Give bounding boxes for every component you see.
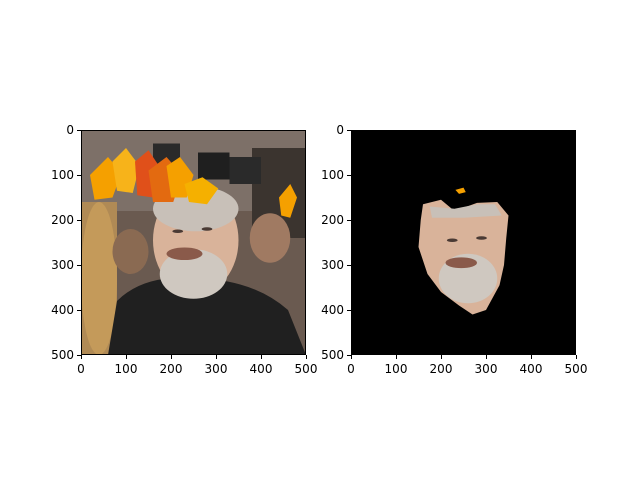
y-tick-label: 500 (51, 348, 74, 362)
x-tick-mark (260, 355, 262, 359)
y-tick-label: 200 (51, 213, 74, 227)
x-tick-mark (125, 355, 127, 359)
x-tick-label: 100 (384, 362, 408, 376)
masked-photo (351, 130, 576, 355)
y-tick-label: 0 (66, 123, 74, 137)
y-tick-mark (347, 174, 351, 176)
leaf-crown (90, 148, 297, 218)
y-tick-label: 200 (321, 213, 344, 227)
x-tick-mark (440, 355, 442, 359)
x-tick-mark (395, 355, 397, 359)
y-tick-label: 100 (51, 168, 74, 182)
original-image-axes (81, 130, 306, 355)
y-tick-label: 300 (51, 258, 74, 272)
y-tick-label: 100 (321, 168, 344, 182)
x-tick-mark (215, 355, 217, 359)
y-tick-mark (347, 309, 351, 311)
masked-image-axes (351, 130, 576, 355)
x-tick-mark (305, 355, 307, 359)
x-tick-label: 200 (159, 362, 183, 376)
y-tick-label: 300 (321, 258, 344, 272)
x-tick-label: 0 (77, 362, 85, 376)
x-tick-mark (485, 355, 487, 359)
y-tick-label: 400 (51, 303, 74, 317)
y-tick-mark (347, 129, 351, 131)
y-tick-mark (77, 219, 81, 221)
x-tick-label: 400 (249, 362, 273, 376)
y-tick-mark (77, 174, 81, 176)
x-tick-mark (530, 355, 532, 359)
y-tick-mark (347, 264, 351, 266)
x-tick-label: 300 (204, 362, 228, 376)
x-tick-label: 400 (519, 362, 543, 376)
y-tick-mark (77, 309, 81, 311)
x-tick-label: 500 (294, 362, 318, 376)
y-tick-mark (347, 219, 351, 221)
y-tick-mark (347, 354, 351, 356)
y-tick-mark (77, 129, 81, 131)
x-tick-label: 500 (564, 362, 588, 376)
y-tick-label: 500 (321, 348, 344, 362)
x-tick-mark (170, 355, 172, 359)
y-tick-mark (77, 354, 81, 356)
x-tick-label: 200 (429, 362, 453, 376)
x-tick-mark (575, 355, 577, 359)
x-tick-label: 300 (474, 362, 498, 376)
x-tick-mark (350, 355, 352, 359)
x-tick-mark (80, 355, 82, 359)
y-tick-label: 0 (336, 123, 344, 137)
original-photo (81, 130, 306, 355)
y-tick-mark (77, 264, 81, 266)
y-tick-label: 400 (321, 303, 344, 317)
x-tick-label: 100 (114, 362, 138, 376)
x-tick-label: 0 (347, 362, 355, 376)
